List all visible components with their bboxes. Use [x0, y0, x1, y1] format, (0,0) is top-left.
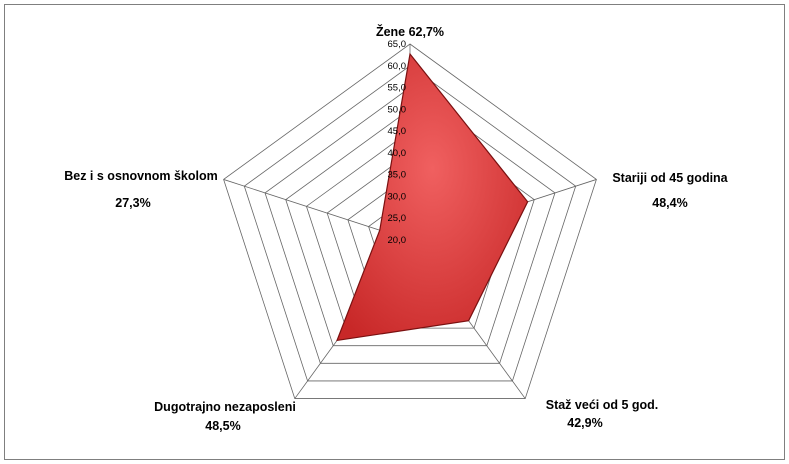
- tick-label: 30,0: [388, 191, 407, 202]
- value-label: 48,4%: [652, 196, 687, 210]
- value-label: 48,5%: [205, 419, 240, 433]
- axis-line: [223, 179, 411, 241]
- category-label: Stariji od 45 godina: [612, 171, 728, 185]
- grid-ring: [243, 65, 577, 382]
- value-label: 27,3%: [115, 196, 150, 210]
- tick-label: 20,0: [388, 235, 407, 246]
- tick-label: 60,0: [388, 61, 407, 72]
- tick-label: 65,0: [388, 39, 407, 50]
- series: [336, 52, 529, 342]
- value-label: 42,9%: [567, 416, 602, 430]
- tick-label: 50,0: [388, 104, 407, 115]
- category-label: Staž veći od 5 god.: [546, 398, 659, 412]
- tick-label: 45,0: [388, 126, 407, 137]
- category-labels: Žene 62,7% Stariji od 45 godina 48,4% Staž …: [64, 24, 728, 433]
- category-label: Dugotrajno nezaposleni: [154, 400, 296, 414]
- tick-label: 55,0: [388, 83, 407, 94]
- grid-ring: [264, 87, 556, 364]
- category-label: Bez i s osnovnom školom: [64, 169, 218, 183]
- tick-label: 35,0: [388, 170, 407, 181]
- grid-ring: [223, 43, 597, 399]
- series-area: [336, 52, 529, 342]
- tick-label: 40,0: [388, 148, 407, 159]
- tick-label: 25,0: [388, 213, 407, 224]
- category-label: Žene 62,7%: [376, 24, 444, 39]
- tick-labels: 20,0 25,0 30,0 35,0 40,0 45,0 50,0 55,0 60,0 65,0: [388, 39, 407, 246]
